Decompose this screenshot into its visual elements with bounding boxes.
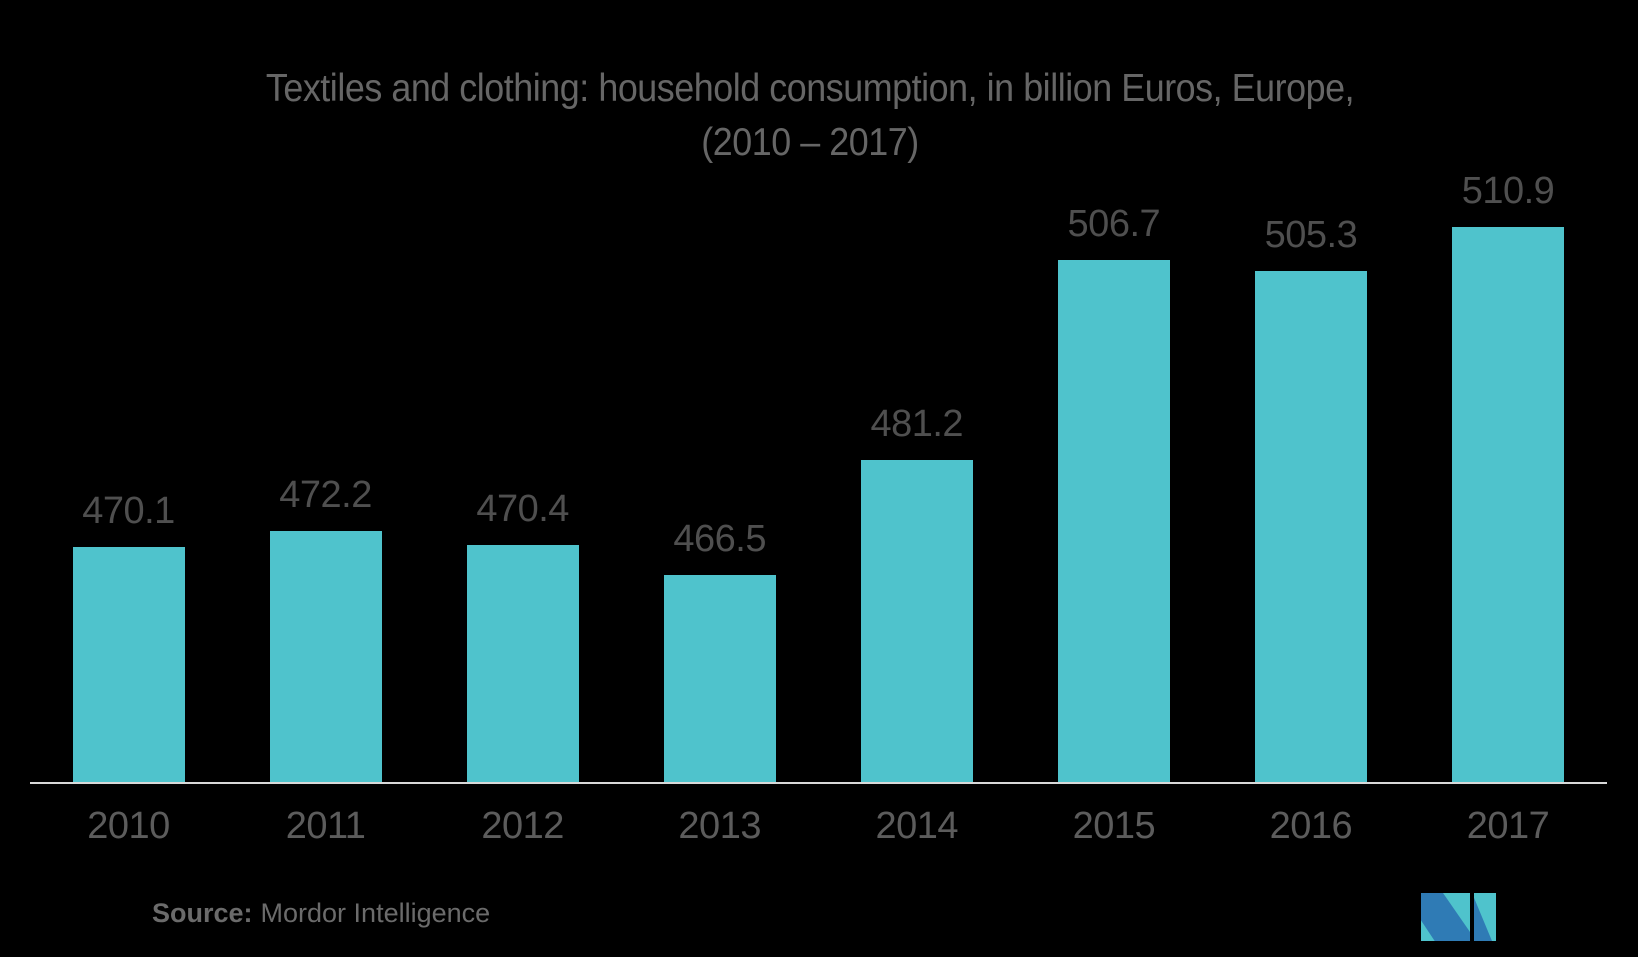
source-text: Mordor Intelligence — [260, 898, 491, 928]
chart-title-line1: Textiles and clothing: household consump… — [265, 67, 1355, 110]
bar-value-label-2016: 505.3 — [1264, 214, 1358, 257]
x-tick-label-2013: 2013 — [678, 805, 761, 847]
bar-2010 — [72, 547, 185, 783]
bar-value-label-2012: 470.4 — [476, 487, 569, 530]
bar-value-label-2015: 506.7 — [1067, 203, 1161, 246]
x-tick-label-2017: 2017 — [1466, 805, 1550, 847]
bar-value-label-2013: 466.5 — [673, 518, 766, 561]
bar-value-label-2010: 470.1 — [82, 490, 175, 533]
x-tick-label-2012: 2012 — [481, 805, 564, 847]
logo-left-diagonal — [1421, 893, 1470, 941]
source-label: Source: — [152, 898, 253, 928]
bar-2011 — [269, 530, 382, 783]
source-caption: Source: Mordor Intelligence — [152, 897, 490, 929]
bar-2014 — [860, 460, 973, 783]
chart-title: Textiles and clothing: household consump… — [65, 62, 1555, 170]
x-tick-label-2010: 2010 — [87, 805, 170, 847]
bar-2013 — [663, 575, 776, 783]
bar-value-label-2014: 481.2 — [870, 403, 964, 445]
x-axis-line — [30, 782, 1607, 784]
x-tick-label-2015: 2015 — [1072, 805, 1156, 847]
mordor-intelligence-logo — [1421, 893, 1496, 941]
bar-2017 — [1451, 227, 1564, 783]
bar-value-label-2017: 510.9 — [1461, 170, 1555, 213]
bar-value-label-2011: 472.2 — [279, 473, 372, 516]
bar-2012 — [466, 544, 579, 783]
x-tick-label-2014: 2014 — [875, 805, 959, 847]
chart-title-line2: (2010 – 2017) — [701, 121, 919, 164]
logo-right-diagonal — [1474, 897, 1492, 941]
x-tick-label-2011: 2011 — [285, 805, 366, 847]
bar-2015 — [1057, 260, 1170, 783]
bar-2016 — [1254, 271, 1367, 783]
x-tick-label-2016: 2016 — [1269, 805, 1353, 847]
